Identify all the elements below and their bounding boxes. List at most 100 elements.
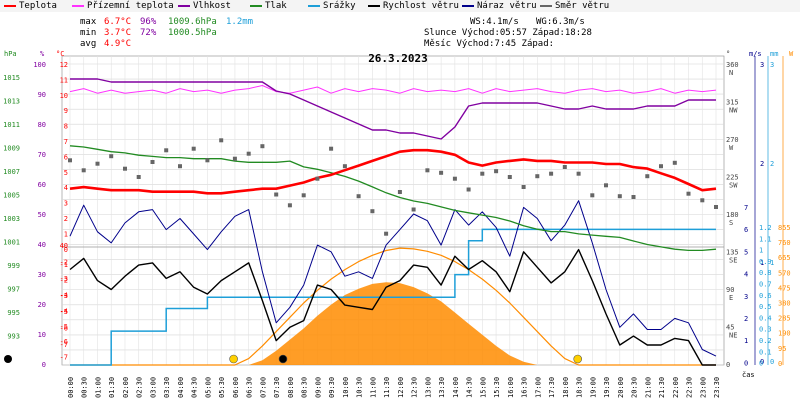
wind-direction-point: [562, 165, 567, 169]
dir-tick: 315: [726, 99, 739, 107]
wind-direction-point: [81, 168, 86, 173]
dir-name: E: [729, 294, 733, 302]
rain-tick: 0.1: [759, 348, 772, 356]
pct-tick: 100: [33, 61, 46, 69]
min-humidity: 72%: [140, 28, 157, 38]
wind-gust-stat: WG:6.3m/s: [536, 17, 585, 27]
chart-title: 26.3.2023: [368, 52, 428, 65]
sunrise-marker: [229, 354, 238, 364]
mm-axis-title: mm: [770, 50, 778, 58]
wind-direction-point: [590, 193, 595, 198]
dir-tick: 90: [726, 286, 734, 294]
legend-item-teplota: Teplota: [4, 0, 57, 12]
temp-tick: 3: [64, 200, 68, 208]
x-tick-label: 19:00: [589, 377, 597, 398]
wind-direction-point: [494, 169, 499, 174]
pressure-line: [69, 145, 717, 252]
x-tick-label: 14:00: [452, 377, 460, 398]
wind-direction-point: [439, 170, 444, 175]
legend-item-smer: Směr větru: [540, 0, 609, 12]
temp-tick: 7: [64, 138, 68, 146]
hpa-tick: 1003: [3, 215, 20, 223]
x-tick-label: 20:30: [631, 377, 639, 398]
wind-direction-point: [535, 174, 540, 179]
dir-tick: 0: [726, 361, 730, 369]
sun-moon-markers: [4, 354, 583, 364]
dir-tick: 180: [726, 211, 739, 219]
wind-direction-point: [521, 185, 526, 189]
wind-direction-point: [329, 146, 334, 151]
wind-direction-point: [178, 164, 182, 169]
x-tick-label: 02:30: [136, 377, 144, 398]
pct-tick: 40: [38, 241, 46, 249]
radiation-tick: 190: [778, 330, 791, 338]
min-temp: 3.7°C: [104, 28, 132, 38]
moon-times: Měsíc Východ:7:45 Západ:: [424, 39, 555, 49]
rain-total: 1.2mm: [226, 17, 254, 27]
legend-item-tlak: Tlak: [250, 0, 287, 12]
hpa-tick: 999: [7, 262, 20, 270]
wind-direction-point: [301, 193, 306, 198]
pct-tick: 10: [38, 331, 46, 339]
wind-direction-point: [686, 191, 691, 196]
pct-tick: 60: [38, 181, 46, 189]
x-tick-label: 16:30: [521, 377, 529, 398]
wind-direction-point: [672, 160, 677, 165]
temp-tick: 2: [64, 215, 68, 223]
wind-direction-point: [191, 146, 196, 151]
lower-left-tick: -5: [60, 308, 68, 316]
wind-tick: 6: [744, 226, 748, 234]
x-tick-label: 18:30: [576, 377, 584, 398]
wind-direction-point: [466, 187, 471, 192]
hpa-tick: 1007: [3, 168, 20, 176]
rain-tick: 0.7: [759, 281, 772, 289]
temp-tick: -6: [60, 338, 68, 346]
mm-tick: 3: [770, 61, 774, 69]
pct-tick: 80: [38, 121, 46, 129]
wind-speed-stat: WS:4.1m/s: [470, 17, 519, 27]
mm-tick: 2: [770, 160, 774, 168]
x-tick-label: 13:00: [424, 377, 432, 398]
avg-temp: 4.9°C: [104, 39, 132, 49]
wind-direction-point: [576, 171, 581, 176]
wind-direction-point: [150, 160, 155, 164]
x-tick-label: 09:30: [328, 377, 336, 398]
max-pressure: 1009.6hPa: [168, 17, 217, 27]
ms-tick: 2: [760, 160, 764, 168]
x-tick-label: 09:00: [314, 377, 322, 398]
lower-left-tick: -3: [60, 275, 68, 283]
wind-direction-point: [645, 174, 650, 179]
hpa-axis-title: hPa: [4, 50, 17, 58]
temp-tick: 4: [64, 184, 68, 192]
x-tick-label: 21:30: [658, 377, 666, 398]
wind-tick: 4: [744, 271, 748, 279]
x-tick-label: 15:30: [493, 377, 501, 398]
humidity-line: [70, 78, 716, 140]
x-tick-label: 00:00: [67, 377, 75, 398]
stats-block: max 6.7°C 96% 1009.6hPa 1.2mm min 3.7°C …: [80, 17, 780, 51]
x-tick-label: 07:30: [273, 377, 281, 398]
wind-tick: 5: [744, 248, 748, 256]
wind-direction-point: [370, 209, 375, 214]
pct-tick: 70: [38, 151, 46, 159]
dir-name: SE: [729, 257, 737, 265]
x-tick-label: 02:00: [122, 377, 130, 398]
temp-tick: 1: [64, 230, 68, 238]
wind-direction-point: [205, 158, 210, 163]
temp-tick: -2: [60, 277, 68, 285]
sun-path-line: [70, 247, 716, 366]
x-tick-label: 01:00: [94, 377, 102, 398]
rain-tick: 0: [759, 360, 763, 368]
hpa-tick: 1011: [3, 121, 20, 129]
rain-tick: 0.4: [759, 314, 772, 322]
x-tick-label: 05:30: [218, 377, 226, 398]
wind-direction-point: [411, 207, 416, 212]
radiation-tick: 285: [778, 315, 791, 323]
wind-direction-point: [356, 194, 361, 199]
temp-tick: -1: [60, 261, 68, 269]
pct-axis-title: %: [40, 50, 45, 58]
rain-tick: 1.2: [759, 224, 772, 232]
wind-gust-line: [69, 200, 717, 357]
x-tick-label: 17:00: [534, 377, 542, 398]
